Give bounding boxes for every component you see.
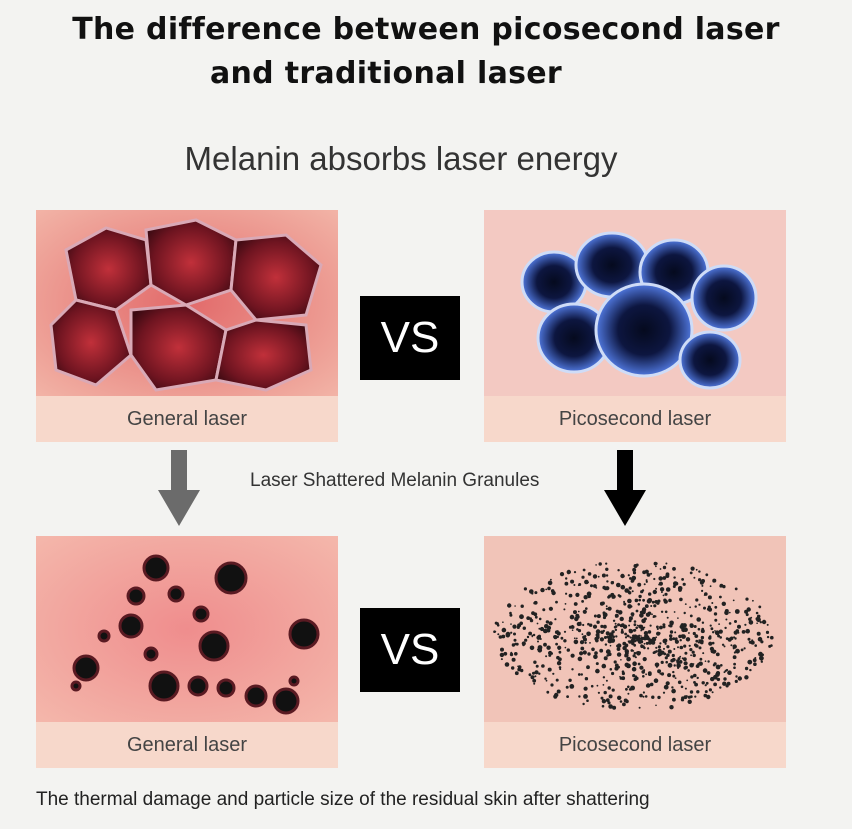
picosecond-laser-label-bottom: Picosecond laser [484, 722, 786, 768]
general-laser-label-bottom: General laser [36, 722, 338, 768]
footer-caption: The thermal damage and particle size of … [36, 789, 650, 810]
picosecond-laser-granules-image [484, 536, 786, 722]
shattered-granules-label: Laser Shattered Melanin Granules [250, 470, 540, 491]
page-title-line2: and traditional laser [209, 56, 563, 91]
general-laser-granules-panel: General laser [36, 536, 338, 768]
vs-badge-bottom: VS [360, 608, 460, 692]
down-arrow-icon-left [158, 450, 200, 526]
picosecond-laser-label-top: Picosecond laser [484, 396, 786, 442]
down-arrow-icon-right [604, 450, 646, 526]
vs-badge-top: VS [360, 296, 460, 380]
picosecond-laser-cells-panel: Picosecond laser [484, 210, 786, 442]
section-subtitle: Melanin absorbs laser energy [184, 140, 618, 177]
general-laser-cells-panel: General laser [36, 210, 338, 442]
general-laser-granules-image [36, 536, 338, 722]
general-laser-cells-image [36, 210, 338, 396]
page-title-line1: The difference between picosecond laser [72, 12, 780, 47]
general-laser-label-top: General laser [36, 396, 338, 442]
picosecond-laser-granules-panel: Picosecond laser [484, 536, 786, 768]
picosecond-laser-cells-image [484, 210, 786, 396]
